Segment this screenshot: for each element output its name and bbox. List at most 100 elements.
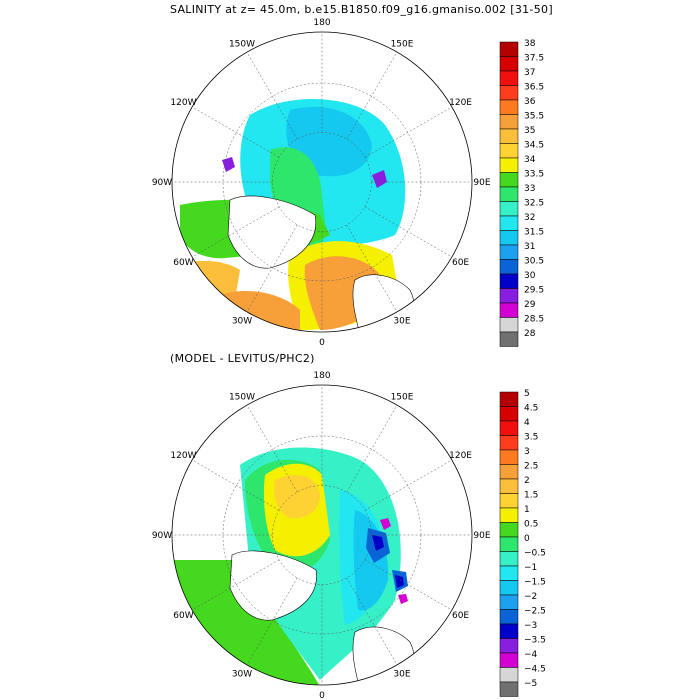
longitude-labels: 180 150E 120E 90E 60E 30E 0 30W 60W 90W 120W 150W xyxy=(152,18,491,348)
longitude-label: 30W xyxy=(232,670,252,680)
colorbar-swatch xyxy=(499,70,519,86)
colorbar-tick-label: 5 xyxy=(524,389,530,399)
longitude-label: 60W xyxy=(173,611,193,621)
longitude-label: 90W xyxy=(152,178,172,188)
colorbar-tick-label: 3.5 xyxy=(524,433,538,443)
colorbar-tick-label: 2.5 xyxy=(524,462,538,472)
colorbar-tick-label: −2 xyxy=(524,592,537,602)
colorbar-tick-label: 35.5 xyxy=(524,112,544,122)
colorbar-swatch xyxy=(499,594,519,610)
longitude-label: 180 xyxy=(313,18,330,28)
chart-title: SALINITY at z= 45.0m, b.e15.B1850.f09_g1… xyxy=(170,3,553,16)
meridian-line xyxy=(364,206,453,258)
colorbar-swatch xyxy=(499,288,519,304)
colorbar-tick-label: 32 xyxy=(524,213,535,223)
colorbar-swatch xyxy=(499,172,519,188)
colorbar-tick-label: 34 xyxy=(524,155,536,165)
colorbar-swatch xyxy=(499,99,519,115)
longitude-label: 30E xyxy=(393,317,410,327)
colorbar-tick-label: 36.5 xyxy=(524,83,544,93)
salinity-map-panel: SALINITY at z= 45.0m, b.e15.B1850.f09_g1… xyxy=(152,3,553,348)
colorbar-swatch xyxy=(499,609,519,625)
colorbar-tick-label: 35 xyxy=(524,126,535,136)
meridian-line xyxy=(246,224,298,313)
meridian-line xyxy=(246,404,298,493)
colorbar-swatch xyxy=(499,652,519,668)
difference-region-minus3-5 xyxy=(380,518,408,604)
colorbar-swatch xyxy=(499,391,519,407)
colorbar-swatch xyxy=(499,623,519,639)
longitude-label: 180 xyxy=(313,371,330,381)
colorbar-tick-label: 4.5 xyxy=(524,404,538,414)
colorbar-tick-label: −4 xyxy=(524,650,538,660)
meridian-line xyxy=(246,51,298,140)
longitude-labels: 180 150E 120E 90E 60E 30E 0 30W 60W 90W 120W 150W xyxy=(152,371,491,700)
colorbar-swatch xyxy=(499,85,519,101)
colorbar-tick-label: −1.5 xyxy=(524,578,546,588)
colorbar-swatch xyxy=(499,186,519,202)
colorbar-tick-label: 30.5 xyxy=(524,257,544,267)
colorbar-swatch xyxy=(499,143,519,159)
colorbar: 38 37.5 37 36.5 36 35.5 35 34.5 34 33.5 33 32.5 32 31… xyxy=(499,39,544,347)
graticule xyxy=(172,385,472,685)
colorbar-swatch xyxy=(499,667,519,683)
meridian-line xyxy=(191,559,280,611)
difference-map-panel: (MODEL - LEVITUS/PHC2) 180 150E 120E 90E 60E… xyxy=(152,352,546,700)
colorbar-tick-label: 1.5 xyxy=(524,491,538,501)
colorbar-tick-label: −5 xyxy=(524,679,537,689)
colorbar-swatch xyxy=(499,522,519,538)
meridian-line xyxy=(191,106,280,158)
colorbar: 5 4.5 4 3.5 3 2.5 2 1.5 1 0.5 0 −0.5 −1 −1.5 −2 −2.5 −3 −… xyxy=(499,389,546,697)
colorbar-tick-label: 29 xyxy=(524,300,536,310)
colorbar-swatch xyxy=(499,493,519,509)
longitude-label: 150E xyxy=(391,392,414,402)
colorbar-tick-label: −4.5 xyxy=(524,665,546,675)
colorbar-tick-label: 31.5 xyxy=(524,228,544,238)
land-greenland xyxy=(227,195,317,269)
colorbar-tick-label: 28.5 xyxy=(524,315,544,325)
colorbar-tick-label: 33.5 xyxy=(524,170,544,180)
colorbar-swatch xyxy=(499,580,519,596)
colorbar-tick-label: 34.5 xyxy=(524,141,544,151)
colorbar-swatch xyxy=(499,551,519,567)
colorbar-tick-label: 31 xyxy=(524,242,535,252)
chart-subtitle: (MODEL - LEVITUS/PHC2) xyxy=(170,352,315,365)
longitude-label: 120E xyxy=(449,451,472,461)
colorbar-tick-label: −1 xyxy=(524,563,537,573)
colorbar-swatch xyxy=(499,273,519,289)
longitude-label: 30W xyxy=(232,317,252,327)
meridian-line xyxy=(346,224,398,313)
meridian-line xyxy=(364,559,453,611)
colorbar-swatch xyxy=(499,201,519,217)
meridian-line xyxy=(191,459,280,511)
longitude-label: 0 xyxy=(319,691,325,700)
colorbar-tick-label: 0.5 xyxy=(524,520,538,530)
longitude-label: 90E xyxy=(473,178,490,188)
colorbar-swatch xyxy=(499,638,519,654)
longitude-label: 150W xyxy=(229,39,255,49)
colorbar-swatch xyxy=(499,317,519,333)
difference-region-minus3 xyxy=(372,535,404,588)
colorbar-tick-label: 3 xyxy=(524,447,530,457)
longitude-label: 150W xyxy=(229,392,255,402)
colorbar-swatch xyxy=(499,114,519,130)
longitude-label: 120W xyxy=(170,451,196,461)
colorbar-tick-label: 32.5 xyxy=(524,199,544,209)
colorbar-swatch xyxy=(499,478,519,494)
longitude-label: 60E xyxy=(452,611,469,621)
colorbar-swatch xyxy=(499,464,519,480)
land-greenland xyxy=(229,550,317,621)
colorbar-swatch xyxy=(499,259,519,275)
difference-field xyxy=(172,385,472,685)
meridian-line xyxy=(364,459,453,511)
colorbar-swatch xyxy=(499,681,519,697)
meridian-line xyxy=(246,577,298,666)
colorbar-swatch xyxy=(499,215,519,231)
colorbar-tick-label: 4 xyxy=(524,418,530,428)
colorbar-swatch xyxy=(499,565,519,581)
colorbar-swatch xyxy=(499,449,519,465)
colorbar-swatch xyxy=(499,331,519,347)
longitude-label: 120W xyxy=(170,98,196,108)
colorbar-swatch xyxy=(499,157,519,173)
longitude-label: 90W xyxy=(152,531,172,541)
